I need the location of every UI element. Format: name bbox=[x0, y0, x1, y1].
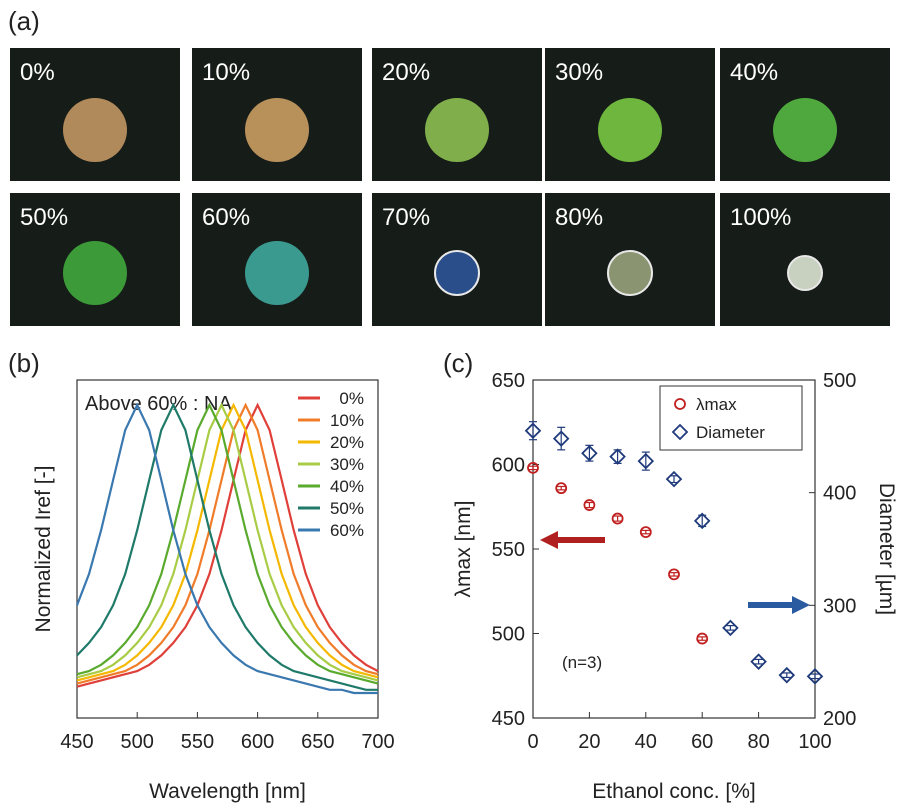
y-axis-label: Normalized Iref [-] bbox=[32, 466, 55, 633]
figure: (a) (b) (c) 0% 10% 20% 30% 40% 50% 60% 70% 80% 10… bbox=[0, 0, 897, 807]
photo-label: 60% bbox=[202, 204, 250, 231]
y-tick-label: 550 bbox=[492, 539, 525, 561]
photo-label: 50% bbox=[20, 204, 68, 231]
x-tick-label: 40 bbox=[635, 731, 657, 753]
x-tick-label: 700 bbox=[361, 731, 394, 753]
droplet bbox=[245, 241, 309, 305]
photo-label: 100% bbox=[730, 204, 791, 231]
photo-label: 10% bbox=[202, 59, 250, 86]
photo-label: 70% bbox=[382, 204, 430, 231]
arrow-head bbox=[792, 596, 810, 614]
legend-label: 0% bbox=[339, 389, 364, 408]
droplet bbox=[63, 241, 127, 305]
panel-label: (c) bbox=[443, 348, 473, 378]
annotation: Above 60% : NA bbox=[85, 393, 232, 415]
photo-label: 30% bbox=[555, 59, 603, 86]
legend-label: λmax bbox=[696, 395, 737, 414]
legend-label: 60% bbox=[330, 521, 364, 540]
legend-label: Diameter bbox=[696, 423, 765, 442]
droplet bbox=[435, 251, 479, 295]
x-tick-label: 0 bbox=[527, 731, 538, 753]
legend-label: 30% bbox=[330, 455, 364, 474]
panel-label: (b) bbox=[8, 348, 40, 378]
x-axis-label: Ethanol conc. [%] bbox=[592, 780, 755, 803]
photo-label: 20% bbox=[382, 59, 430, 86]
x-tick-label: 450 bbox=[60, 731, 93, 753]
x-tick-label: 550 bbox=[181, 731, 214, 753]
x-tick-label: 500 bbox=[121, 731, 154, 753]
legend-label: 50% bbox=[330, 499, 364, 518]
legend-label: 40% bbox=[330, 477, 364, 496]
droplet bbox=[773, 98, 837, 162]
legend-label: 20% bbox=[330, 433, 364, 452]
x-tick-label: 20 bbox=[578, 731, 600, 753]
y-axis-label: λmax [nm] bbox=[452, 501, 475, 598]
y-tick-label: 650 bbox=[492, 370, 525, 392]
droplet bbox=[788, 256, 822, 290]
x-tick-label: 600 bbox=[241, 731, 274, 753]
droplet bbox=[608, 251, 652, 295]
x-tick-label: 80 bbox=[747, 731, 769, 753]
y-tick-label: 500 bbox=[492, 624, 525, 646]
x-tick-label: 650 bbox=[301, 731, 334, 753]
panel-label: (a) bbox=[8, 6, 40, 36]
page: {"panel_labels":["(a)","(b)","(c)"], "ph… bbox=[0, 0, 897, 812]
y-tick-label: 600 bbox=[492, 455, 525, 477]
droplet bbox=[63, 98, 127, 162]
x-tick-label: 100 bbox=[798, 731, 831, 753]
y2-tick-label: 400 bbox=[823, 483, 856, 505]
photo-label: 40% bbox=[730, 59, 778, 86]
photo-label: 0% bbox=[20, 59, 55, 86]
photo-label: 80% bbox=[555, 204, 603, 231]
droplet bbox=[245, 98, 309, 162]
droplet bbox=[425, 98, 489, 162]
x-axis-label: Wavelength [nm] bbox=[149, 780, 306, 803]
y2-tick-label: 500 bbox=[823, 370, 856, 392]
annotation: (n=3) bbox=[562, 653, 602, 672]
y2-tick-label: 200 bbox=[823, 708, 856, 730]
x-tick-label: 60 bbox=[691, 731, 713, 753]
arrow-head bbox=[540, 531, 558, 549]
y2-tick-label: 300 bbox=[823, 595, 856, 617]
droplet bbox=[598, 98, 662, 162]
y2-axis-label: Diameter [µm] bbox=[875, 483, 897, 615]
legend-label: 10% bbox=[330, 411, 364, 430]
y-tick-label: 450 bbox=[492, 708, 525, 730]
